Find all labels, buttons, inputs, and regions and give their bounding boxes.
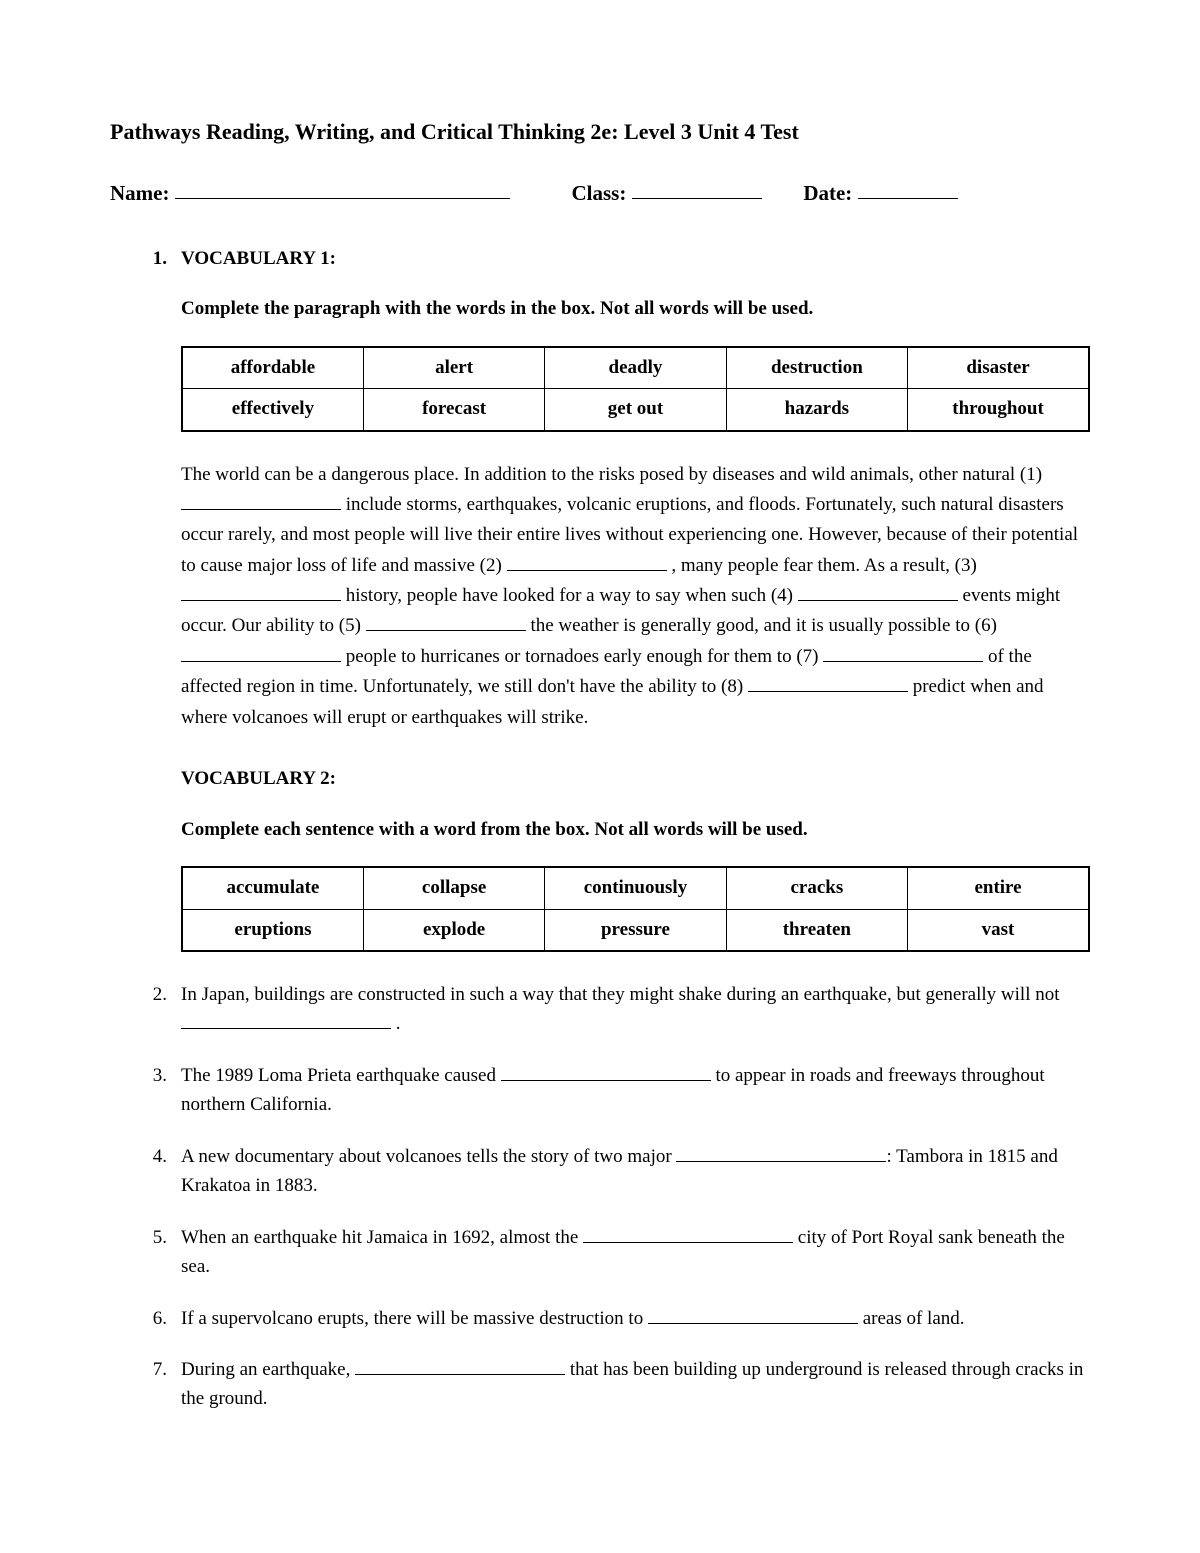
date-input-line[interactable]	[858, 178, 958, 199]
word-cell: eruptions	[182, 909, 363, 951]
question-item: 7. During an earthquake, that has been b…	[145, 1355, 1090, 1414]
question-item: 2. In Japan, buildings are constructed i…	[145, 980, 1090, 1039]
question-text: The 1989 Loma Prieta earthquake caused t…	[181, 1061, 1090, 1120]
answer-blank[interactable]	[648, 1306, 858, 1323]
answer-blank[interactable]	[355, 1358, 565, 1375]
word-cell: deadly	[545, 347, 726, 389]
q-post: .	[391, 1013, 401, 1034]
word-cell: throughout	[908, 389, 1089, 431]
vocab1-heading-row: 1. VOCABULARY 1:	[145, 245, 1090, 274]
word-cell: collapse	[363, 867, 544, 909]
blank-7[interactable]	[823, 645, 983, 662]
question-text: In Japan, buildings are constructed in s…	[181, 980, 1090, 1039]
answer-blank[interactable]	[501, 1064, 711, 1081]
answer-blank[interactable]	[676, 1145, 886, 1162]
class-label: Class:	[571, 178, 626, 210]
answer-blank[interactable]	[583, 1226, 793, 1243]
question-text: A new documentary about volcanoes tells …	[181, 1142, 1090, 1201]
question-number: 3.	[145, 1061, 167, 1120]
vocab1-heading: VOCABULARY 1:	[181, 245, 336, 274]
blank-2[interactable]	[507, 554, 667, 571]
question-text: When an earthquake hit Jamaica in 1692, …	[181, 1223, 1090, 1282]
question-text: During an earthquake, that has been buil…	[181, 1355, 1090, 1414]
word-cell: explode	[363, 909, 544, 951]
word-cell: vast	[908, 909, 1089, 951]
q-pre: When an earthquake hit Jamaica in 1692, …	[181, 1227, 583, 1248]
blank-6[interactable]	[181, 645, 341, 662]
header-fields: Name: Class: Date:	[110, 178, 1090, 210]
vocab1-word-box: affordable alert deadly destruction disa…	[181, 346, 1090, 432]
word-cell: entire	[908, 867, 1089, 909]
word-cell: forecast	[363, 389, 544, 431]
page-title: Pathways Reading, Writing, and Critical …	[110, 115, 1090, 148]
question-text: If a supervolcano erupts, there will be …	[181, 1304, 1090, 1333]
q-pre: During an earthquake,	[181, 1359, 355, 1380]
question-item: 3. The 1989 Loma Prieta earthquake cause…	[145, 1061, 1090, 1120]
word-cell: cracks	[726, 867, 907, 909]
vocab1-number: 1.	[145, 245, 167, 274]
word-cell: threaten	[726, 909, 907, 951]
word-cell: destruction	[726, 347, 907, 389]
vocab2-word-box: accumulate collapse continuously cracks …	[181, 866, 1090, 952]
q-pre: If a supervolcano erupts, there will be …	[181, 1308, 648, 1329]
word-cell: disaster	[908, 347, 1089, 389]
para-text: history, people have looked for a way to…	[341, 585, 798, 606]
word-cell: accumulate	[182, 867, 363, 909]
para-text: , many people fear them. As a result, (3…	[667, 555, 977, 576]
class-input-line[interactable]	[632, 178, 762, 199]
question-number: 5.	[145, 1223, 167, 1282]
vocab1-instructions: Complete the paragraph with the words in…	[181, 295, 1090, 324]
question-number: 4.	[145, 1142, 167, 1201]
name-input-line[interactable]	[175, 178, 510, 199]
q-post: areas of land.	[858, 1308, 965, 1329]
question-number: 7.	[145, 1355, 167, 1414]
question-number: 2.	[145, 980, 167, 1039]
blank-1[interactable]	[181, 493, 341, 510]
word-cell: get out	[545, 389, 726, 431]
vocab2-instructions: Complete each sentence with a word from …	[181, 816, 1090, 845]
para-text: people to hurricanes or tornadoes early …	[341, 646, 823, 667]
q-pre: A new documentary about volcanoes tells …	[181, 1146, 676, 1167]
word-cell: alert	[363, 347, 544, 389]
word-cell: pressure	[545, 909, 726, 951]
q-pre: In Japan, buildings are constructed in s…	[181, 984, 1060, 1005]
blank-3[interactable]	[181, 584, 341, 601]
date-label: Date:	[803, 178, 852, 210]
blank-5[interactable]	[366, 614, 526, 631]
vocab2-heading: VOCABULARY 2:	[181, 765, 1090, 794]
vocab1-paragraph: The world can be a dangerous place. In a…	[181, 460, 1090, 734]
question-number: 6.	[145, 1304, 167, 1333]
word-cell: hazards	[726, 389, 907, 431]
blank-4[interactable]	[798, 584, 958, 601]
question-item: 4. A new documentary about volcanoes tel…	[145, 1142, 1090, 1201]
question-item: 6. If a supervolcano erupts, there will …	[145, 1304, 1090, 1333]
word-cell: continuously	[545, 867, 726, 909]
answer-blank[interactable]	[181, 1012, 391, 1029]
question-item: 5. When an earthquake hit Jamaica in 169…	[145, 1223, 1090, 1282]
name-label: Name:	[110, 178, 169, 210]
para-text: the weather is generally good, and it is…	[526, 615, 997, 636]
q-pre: The 1989 Loma Prieta earthquake caused	[181, 1065, 501, 1086]
word-cell: affordable	[182, 347, 363, 389]
questions-list: 2. In Japan, buildings are constructed i…	[145, 980, 1090, 1414]
blank-8[interactable]	[748, 675, 908, 692]
para-text: The world can be a dangerous place. In a…	[181, 464, 1042, 485]
word-cell: effectively	[182, 389, 363, 431]
